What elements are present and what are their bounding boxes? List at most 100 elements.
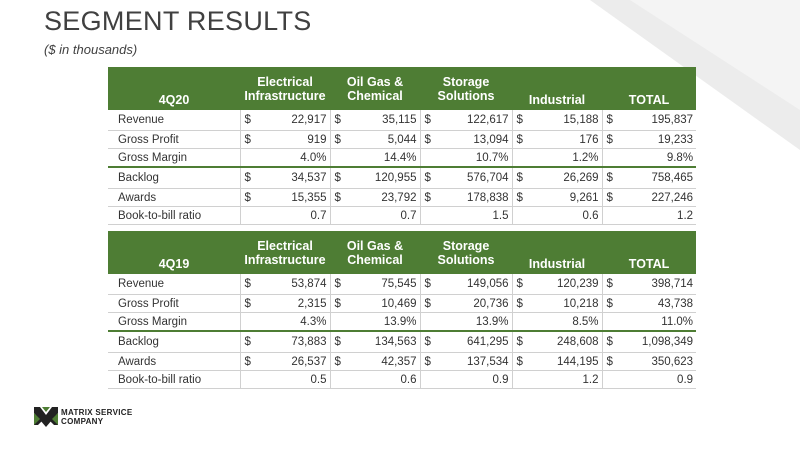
row-label: Awards [108, 188, 241, 207]
column-header-electrical-infrastructure: Electrical Infrastructure [240, 231, 330, 274]
cell-value: 120,239 [525, 274, 603, 295]
currency-symbol: $ [512, 130, 526, 149]
currency-symbol: $ [240, 274, 253, 295]
currency-symbol: $ [602, 188, 616, 207]
row-label: Gross Margin [108, 148, 241, 168]
currency-symbol: $ [602, 294, 616, 313]
currency-symbol: $ [330, 188, 343, 207]
cell-value: 1.2 [602, 206, 697, 225]
cell-value: 0.9 [602, 370, 697, 389]
currency-symbol: $ [512, 331, 526, 353]
currency-symbol: $ [420, 110, 433, 131]
cell-value: 0.6 [512, 206, 603, 225]
cell-value: 23,792 [343, 188, 421, 207]
currency-symbol: $ [240, 331, 253, 353]
currency-symbol: $ [240, 188, 253, 207]
cell-value: 10,469 [343, 294, 421, 313]
currency-symbol: $ [420, 130, 433, 149]
column-header-total: TOTAL [602, 231, 697, 274]
segment-table-current: 4Q20 Electrical Infrastructure Oil Gas & Che… [108, 67, 697, 225]
page-subtitle: ($ in thousands) [44, 42, 138, 57]
currency-symbol: $ [602, 130, 616, 149]
column-header-industrial: Industrial [512, 231, 603, 274]
cell-value: 75,545 [343, 274, 421, 295]
cell-value: 134,563 [343, 331, 421, 353]
row-label: Awards [108, 352, 241, 371]
column-header-line: Infrastructure [244, 88, 326, 103]
cell-value: 42,357 [343, 352, 421, 371]
currency-symbol: $ [330, 167, 343, 189]
currency-symbol: $ [240, 130, 253, 149]
column-header-line: Oil Gas & [346, 238, 404, 253]
cell-value: 13.9% [330, 312, 421, 332]
logo-line-2: COMPANY [61, 417, 104, 426]
cell-value: 8.5% [512, 312, 603, 332]
column-header-total: TOTAL [602, 67, 697, 110]
matrix-logo-icon [34, 407, 58, 427]
cell-value: 10.7% [420, 148, 513, 168]
cell-value: 22,917 [253, 110, 331, 131]
column-header-line: Infrastructure [244, 252, 326, 267]
currency-symbol: $ [420, 352, 433, 371]
currency-symbol: $ [240, 352, 253, 371]
cell-value: 19,233 [615, 130, 697, 149]
cell-value: 1.2% [512, 148, 603, 168]
cell-value: 178,838 [433, 188, 513, 207]
column-header-line: Chemical [347, 252, 403, 267]
cell-value: 13.9% [420, 312, 513, 332]
cell-value: 2,315 [253, 294, 331, 313]
currency-symbol: $ [602, 110, 616, 131]
cell-value: 0.9 [420, 370, 513, 389]
column-header-line: Solutions [437, 252, 495, 267]
column-header-line: Solutions [437, 88, 495, 103]
cell-value: 919 [253, 130, 331, 149]
column-header-storage-solutions: Storage Solutions [420, 231, 513, 274]
period-header: 4Q19 [108, 231, 240, 274]
row-label: Revenue [108, 274, 241, 295]
currency-symbol: $ [330, 110, 343, 131]
currency-symbol: $ [330, 130, 343, 149]
table-row: Gross Margin 4.3% 13.9% 13.9% 8.5% 11.0% [108, 312, 697, 332]
currency-symbol: $ [330, 352, 343, 371]
table-row: Book-to-bill ratio 0.5 0.6 0.9 1.2 0.9 [108, 370, 697, 389]
cell-value: 11.0% [602, 312, 697, 332]
cell-value: 0.6 [330, 370, 421, 389]
row-label: Gross Profit [108, 294, 241, 313]
cell-value: 758,465 [615, 167, 697, 189]
table-row: Awards $26,537 $42,357 $137,534 $144,195 $350… [108, 352, 697, 371]
table-row: Revenue $22,917 $35,115 $122,617 $15,188 $195… [108, 110, 697, 131]
cell-value: 20,736 [433, 294, 513, 313]
cell-value: 53,874 [253, 274, 331, 295]
currency-symbol: $ [330, 331, 343, 353]
cell-value: 398,714 [615, 274, 697, 295]
column-header-oil-gas-chemical: Oil Gas & Chemical [330, 67, 420, 110]
currency-symbol: $ [420, 167, 433, 189]
currency-symbol: $ [512, 167, 526, 189]
company-logo-text: MATRIX SERVICE COMPANY [61, 408, 132, 426]
cell-value: 26,537 [253, 352, 331, 371]
row-label: Revenue [108, 110, 241, 131]
cell-value: 0.5 [240, 370, 331, 389]
currency-symbol: $ [512, 188, 526, 207]
cell-value: 176 [525, 130, 603, 149]
currency-symbol: $ [420, 274, 433, 295]
row-label: Gross Margin [108, 312, 241, 332]
cell-value: 15,188 [525, 110, 603, 131]
column-header-industrial: Industrial [512, 67, 603, 110]
currency-symbol: $ [420, 294, 433, 313]
period-header: 4Q20 [108, 67, 240, 110]
cell-value: 13,094 [433, 130, 513, 149]
cell-value: 120,955 [343, 167, 421, 189]
table-row: Backlog $73,883 $134,563 $641,295 $248,608 $1… [108, 331, 697, 353]
currency-symbol: $ [240, 110, 253, 131]
cell-value: 14.4% [330, 148, 421, 168]
row-label: Book-to-bill ratio [108, 370, 241, 389]
cell-value: 1.5 [420, 206, 513, 225]
currency-symbol: $ [602, 274, 616, 295]
currency-symbol: $ [330, 294, 343, 313]
column-header-storage-solutions: Storage Solutions [420, 67, 513, 110]
cell-value: 137,534 [433, 352, 513, 371]
currency-symbol: $ [240, 167, 253, 189]
cell-value: 9,261 [525, 188, 603, 207]
page-title: SEGMENT RESULTS [44, 6, 312, 36]
